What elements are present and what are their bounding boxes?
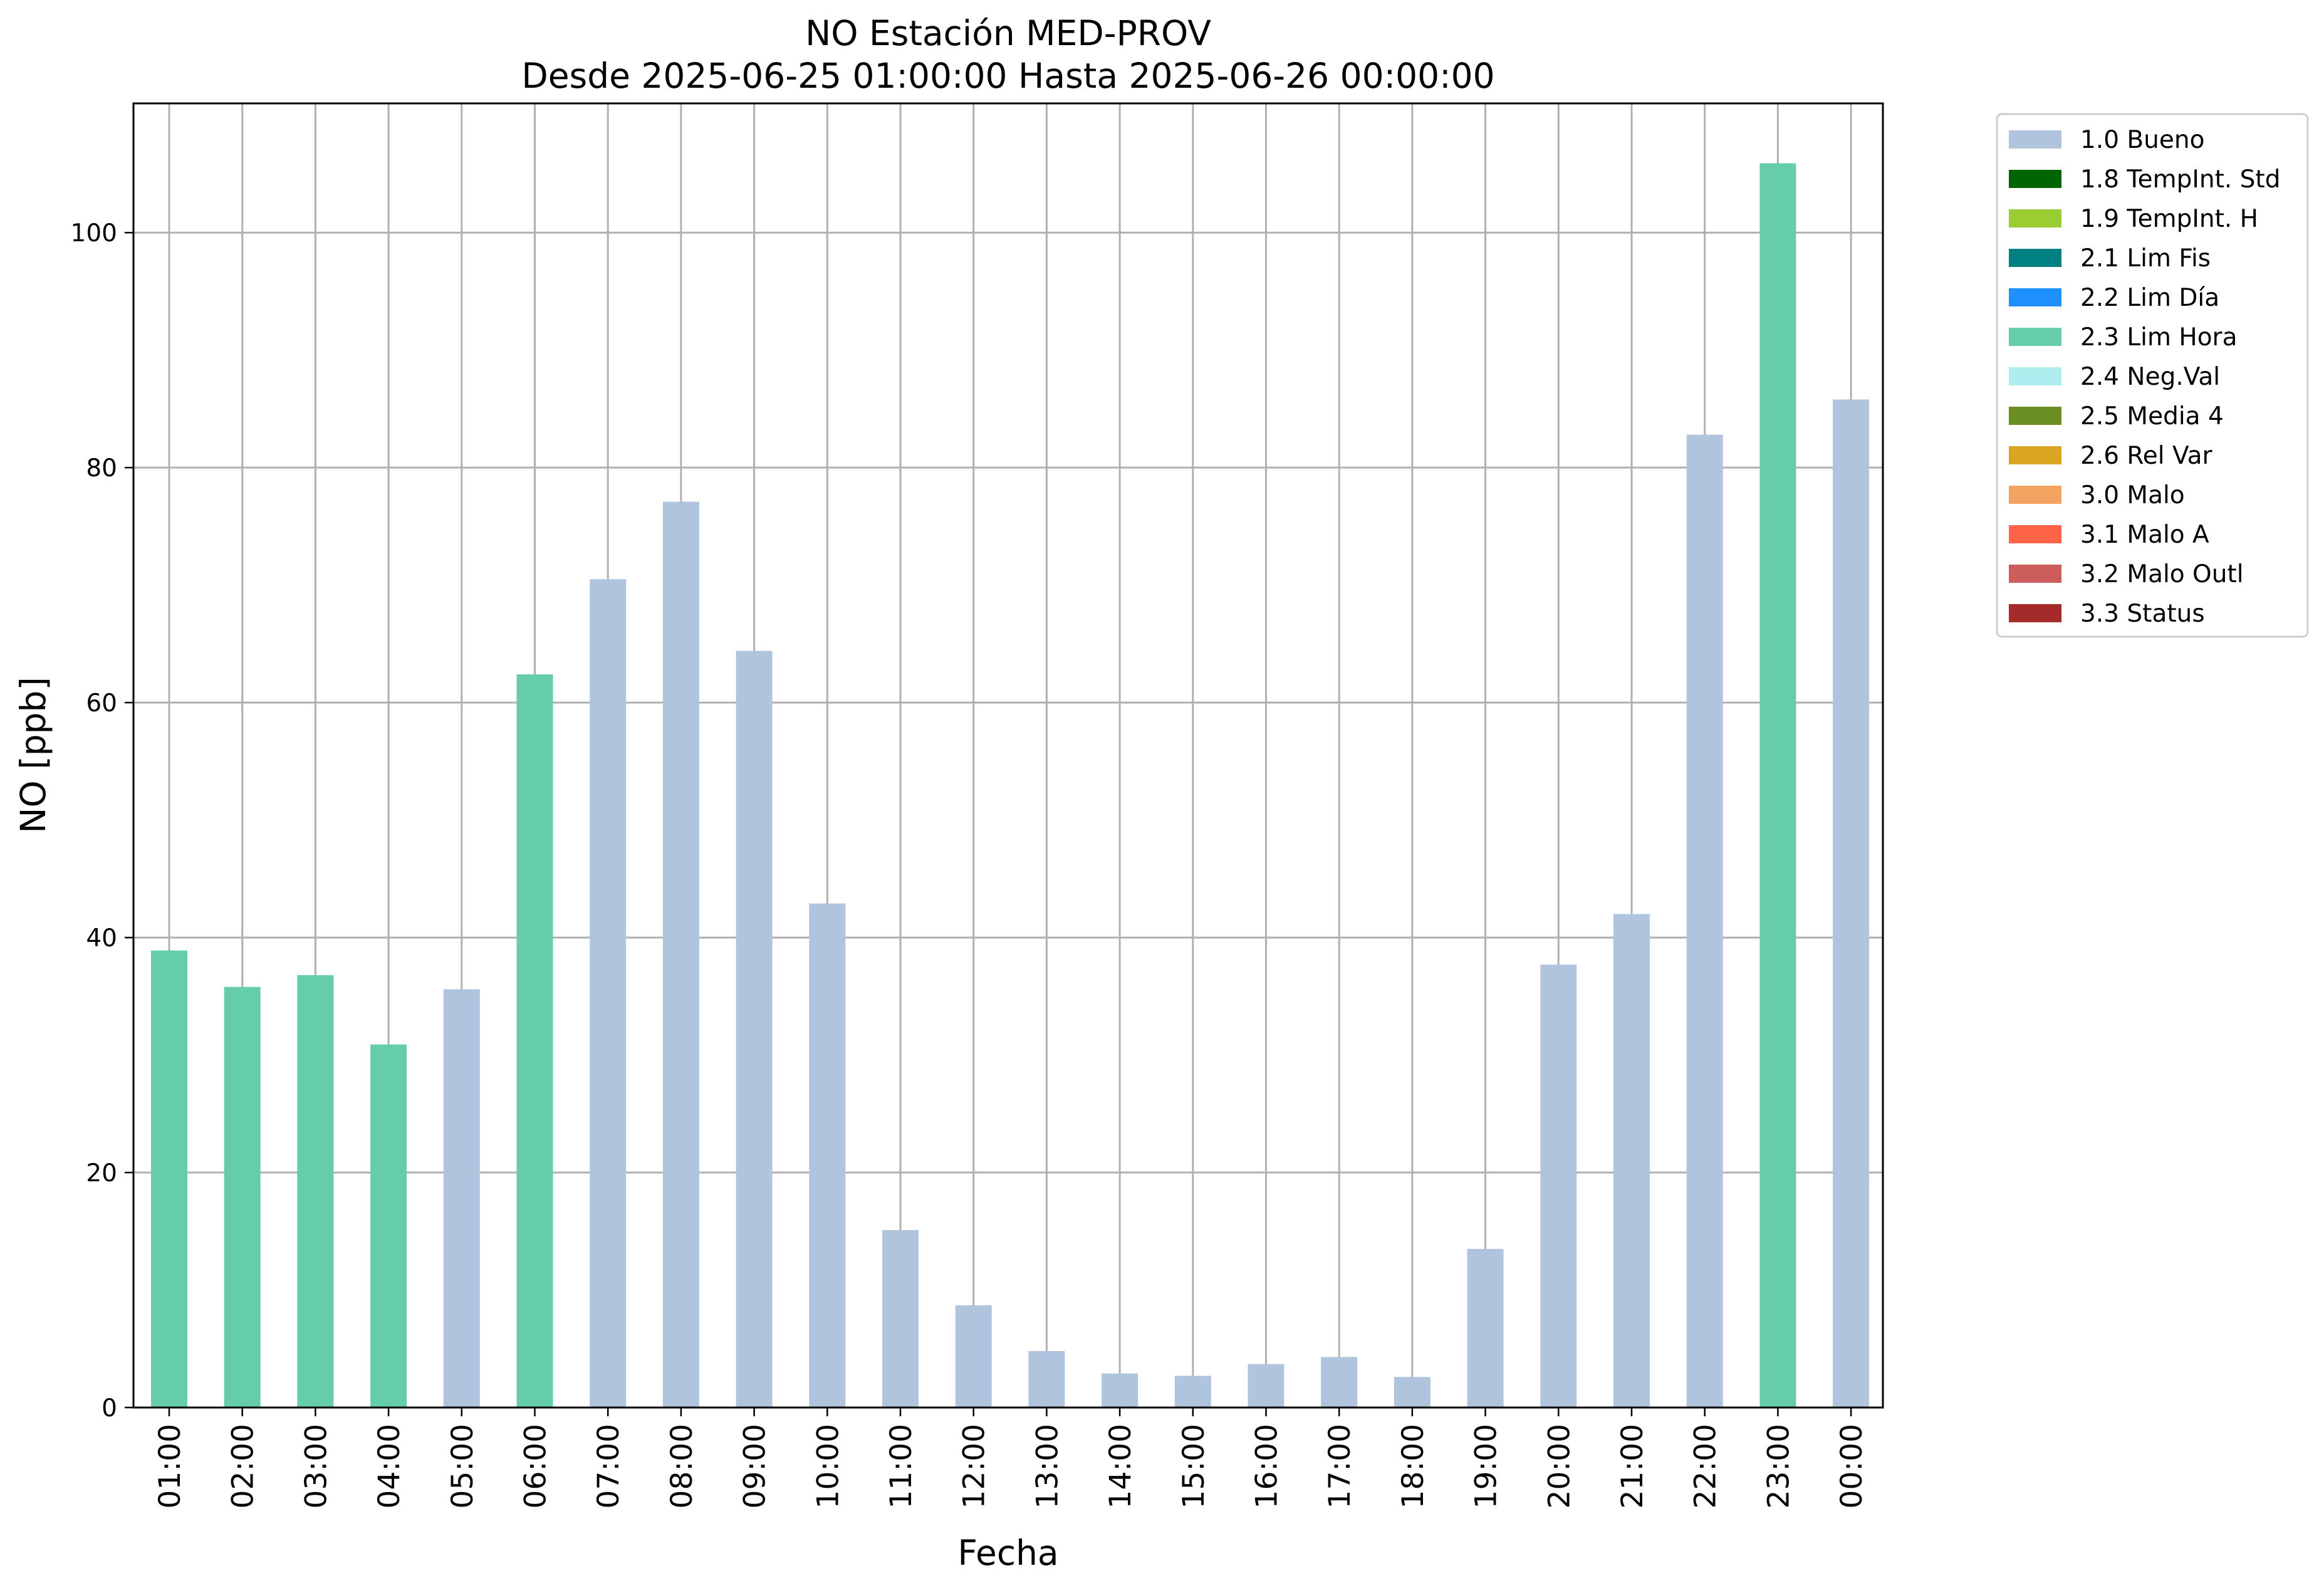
x-tick-label: 15:00	[1177, 1424, 1211, 1508]
legend-swatch	[2009, 367, 2061, 385]
y-tick-label: 0	[102, 1394, 117, 1423]
legend-swatch	[2009, 565, 2061, 583]
bar-0600	[516, 674, 553, 1408]
bar-1800	[1394, 1377, 1430, 1408]
legend-label: 2.4 Neg.Val	[2080, 363, 2220, 391]
plot-frame	[132, 102, 1884, 1409]
bar-0700	[590, 579, 627, 1408]
bar-0400	[370, 1044, 407, 1408]
x-tick-label: 17:00	[1323, 1424, 1357, 1508]
legend-swatch	[2009, 249, 2061, 267]
legend-label: 2.2 Lim Día	[2080, 284, 2219, 312]
bar-0200	[224, 986, 261, 1408]
bar-0500	[443, 989, 480, 1408]
x-tick-label: 01:00	[153, 1424, 187, 1508]
bar-2100	[1613, 914, 1650, 1408]
x-tick-label: 03:00	[299, 1424, 333, 1508]
legend-swatch	[2009, 170, 2061, 188]
x-tick-label: 07:00	[591, 1424, 626, 1508]
ticks: 0 20 40 60 80 100 01:00 02:00 03:00 04:00 05:00 06:…	[71, 219, 1870, 1508]
y-tick-label: 60	[86, 689, 117, 718]
legend-label: 3.1 Malo A	[2080, 521, 2209, 549]
legend-label: 3.3 Status	[2080, 600, 2205, 628]
legend-label: 3.2 Malo Outl	[2080, 560, 2244, 588]
x-tick-label: 00:00	[1835, 1424, 1869, 1508]
x-tick-label: 22:00	[1689, 1424, 1723, 1508]
legend-label: 2.3 Lim Hora	[2080, 323, 2238, 352]
bar-2200	[1686, 434, 1723, 1408]
x-tick-label: 13:00	[1030, 1424, 1065, 1508]
x-tick-label: 06:00	[519, 1424, 553, 1508]
legend-label: 3.0 Malo	[2080, 481, 2185, 509]
legend-label: 1.9 TempInt. H	[2080, 205, 2258, 233]
x-tick-label: 09:00	[738, 1424, 773, 1508]
x-axis-label: Fecha	[957, 1533, 1058, 1573]
bar-0300	[297, 975, 334, 1408]
bar-1900	[1467, 1248, 1504, 1408]
chart-subtitle: Desde 2025-06-25 01:00:00 Hasta 2025-06-…	[521, 56, 1494, 96]
legend-swatch	[2009, 407, 2061, 425]
legend-swatch	[2009, 328, 2061, 346]
x-tick-label: 11:00	[884, 1424, 919, 1508]
y-tick-label: 40	[86, 924, 117, 953]
legend-swatch	[2009, 446, 2061, 464]
bar-1500	[1174, 1376, 1211, 1408]
x-tick-label: 16:00	[1250, 1424, 1284, 1508]
bar-1600	[1248, 1364, 1284, 1408]
y-tick-label: 100	[71, 219, 117, 248]
bar-1400	[1102, 1373, 1139, 1408]
bar-1300	[1028, 1351, 1065, 1408]
x-tick-label: 12:00	[957, 1424, 992, 1508]
y-axis-label: NO [ppb]	[13, 677, 53, 833]
y-tick-label: 80	[86, 454, 117, 483]
legend-swatch	[2009, 130, 2061, 149]
x-tick-label: 19:00	[1469, 1424, 1504, 1508]
legend-label: 1.8 TempInt. Std	[2080, 165, 2280, 194]
x-tick-label: 20:00	[1542, 1424, 1576, 1508]
bar-0800	[662, 501, 699, 1408]
bar-1200	[955, 1305, 992, 1408]
y-tick-label: 20	[86, 1159, 117, 1188]
bar-1100	[882, 1230, 919, 1408]
legend-label: 2.5 Media 4	[2080, 402, 2224, 431]
bar-1700	[1321, 1357, 1358, 1408]
x-tick-label: 05:00	[446, 1424, 480, 1508]
legend-label: 1.0 Bueno	[2080, 126, 2204, 154]
legend-swatch	[2009, 604, 2061, 622]
bar-2300	[1759, 163, 1796, 1408]
legend-swatch	[2009, 525, 2061, 543]
x-tick-label: 10:00	[811, 1424, 845, 1508]
legend-swatch	[2009, 486, 2061, 504]
legend-label: 2.6 Rel Var	[2080, 442, 2213, 470]
bars	[151, 163, 1870, 1408]
x-tick-label: 21:00	[1615, 1424, 1650, 1508]
x-tick-label: 04:00	[372, 1424, 407, 1508]
bar-0000	[1833, 399, 1870, 1408]
x-tick-label: 14:00	[1103, 1424, 1138, 1508]
bar-0900	[736, 650, 773, 1408]
legend-swatch	[2009, 209, 2061, 227]
legend-swatch	[2009, 288, 2061, 306]
bar-2000	[1540, 964, 1577, 1408]
x-tick-label: 02:00	[226, 1424, 261, 1508]
legend-frame	[1996, 113, 2309, 638]
legend-label: 2.1 Lim Fis	[2080, 244, 2211, 273]
x-tick-label: 18:00	[1396, 1424, 1430, 1508]
bar-0100	[151, 950, 187, 1408]
legend: 1.0 Bueno 1.8 TempInt. Std 1.9 TempInt. H 2…	[1996, 113, 2309, 638]
x-tick-label: 23:00	[1761, 1424, 1796, 1508]
bar-1000	[809, 903, 846, 1408]
x-tick-label: 08:00	[665, 1424, 699, 1508]
chart-title: NO Estación MED-PROV	[805, 13, 1211, 53]
